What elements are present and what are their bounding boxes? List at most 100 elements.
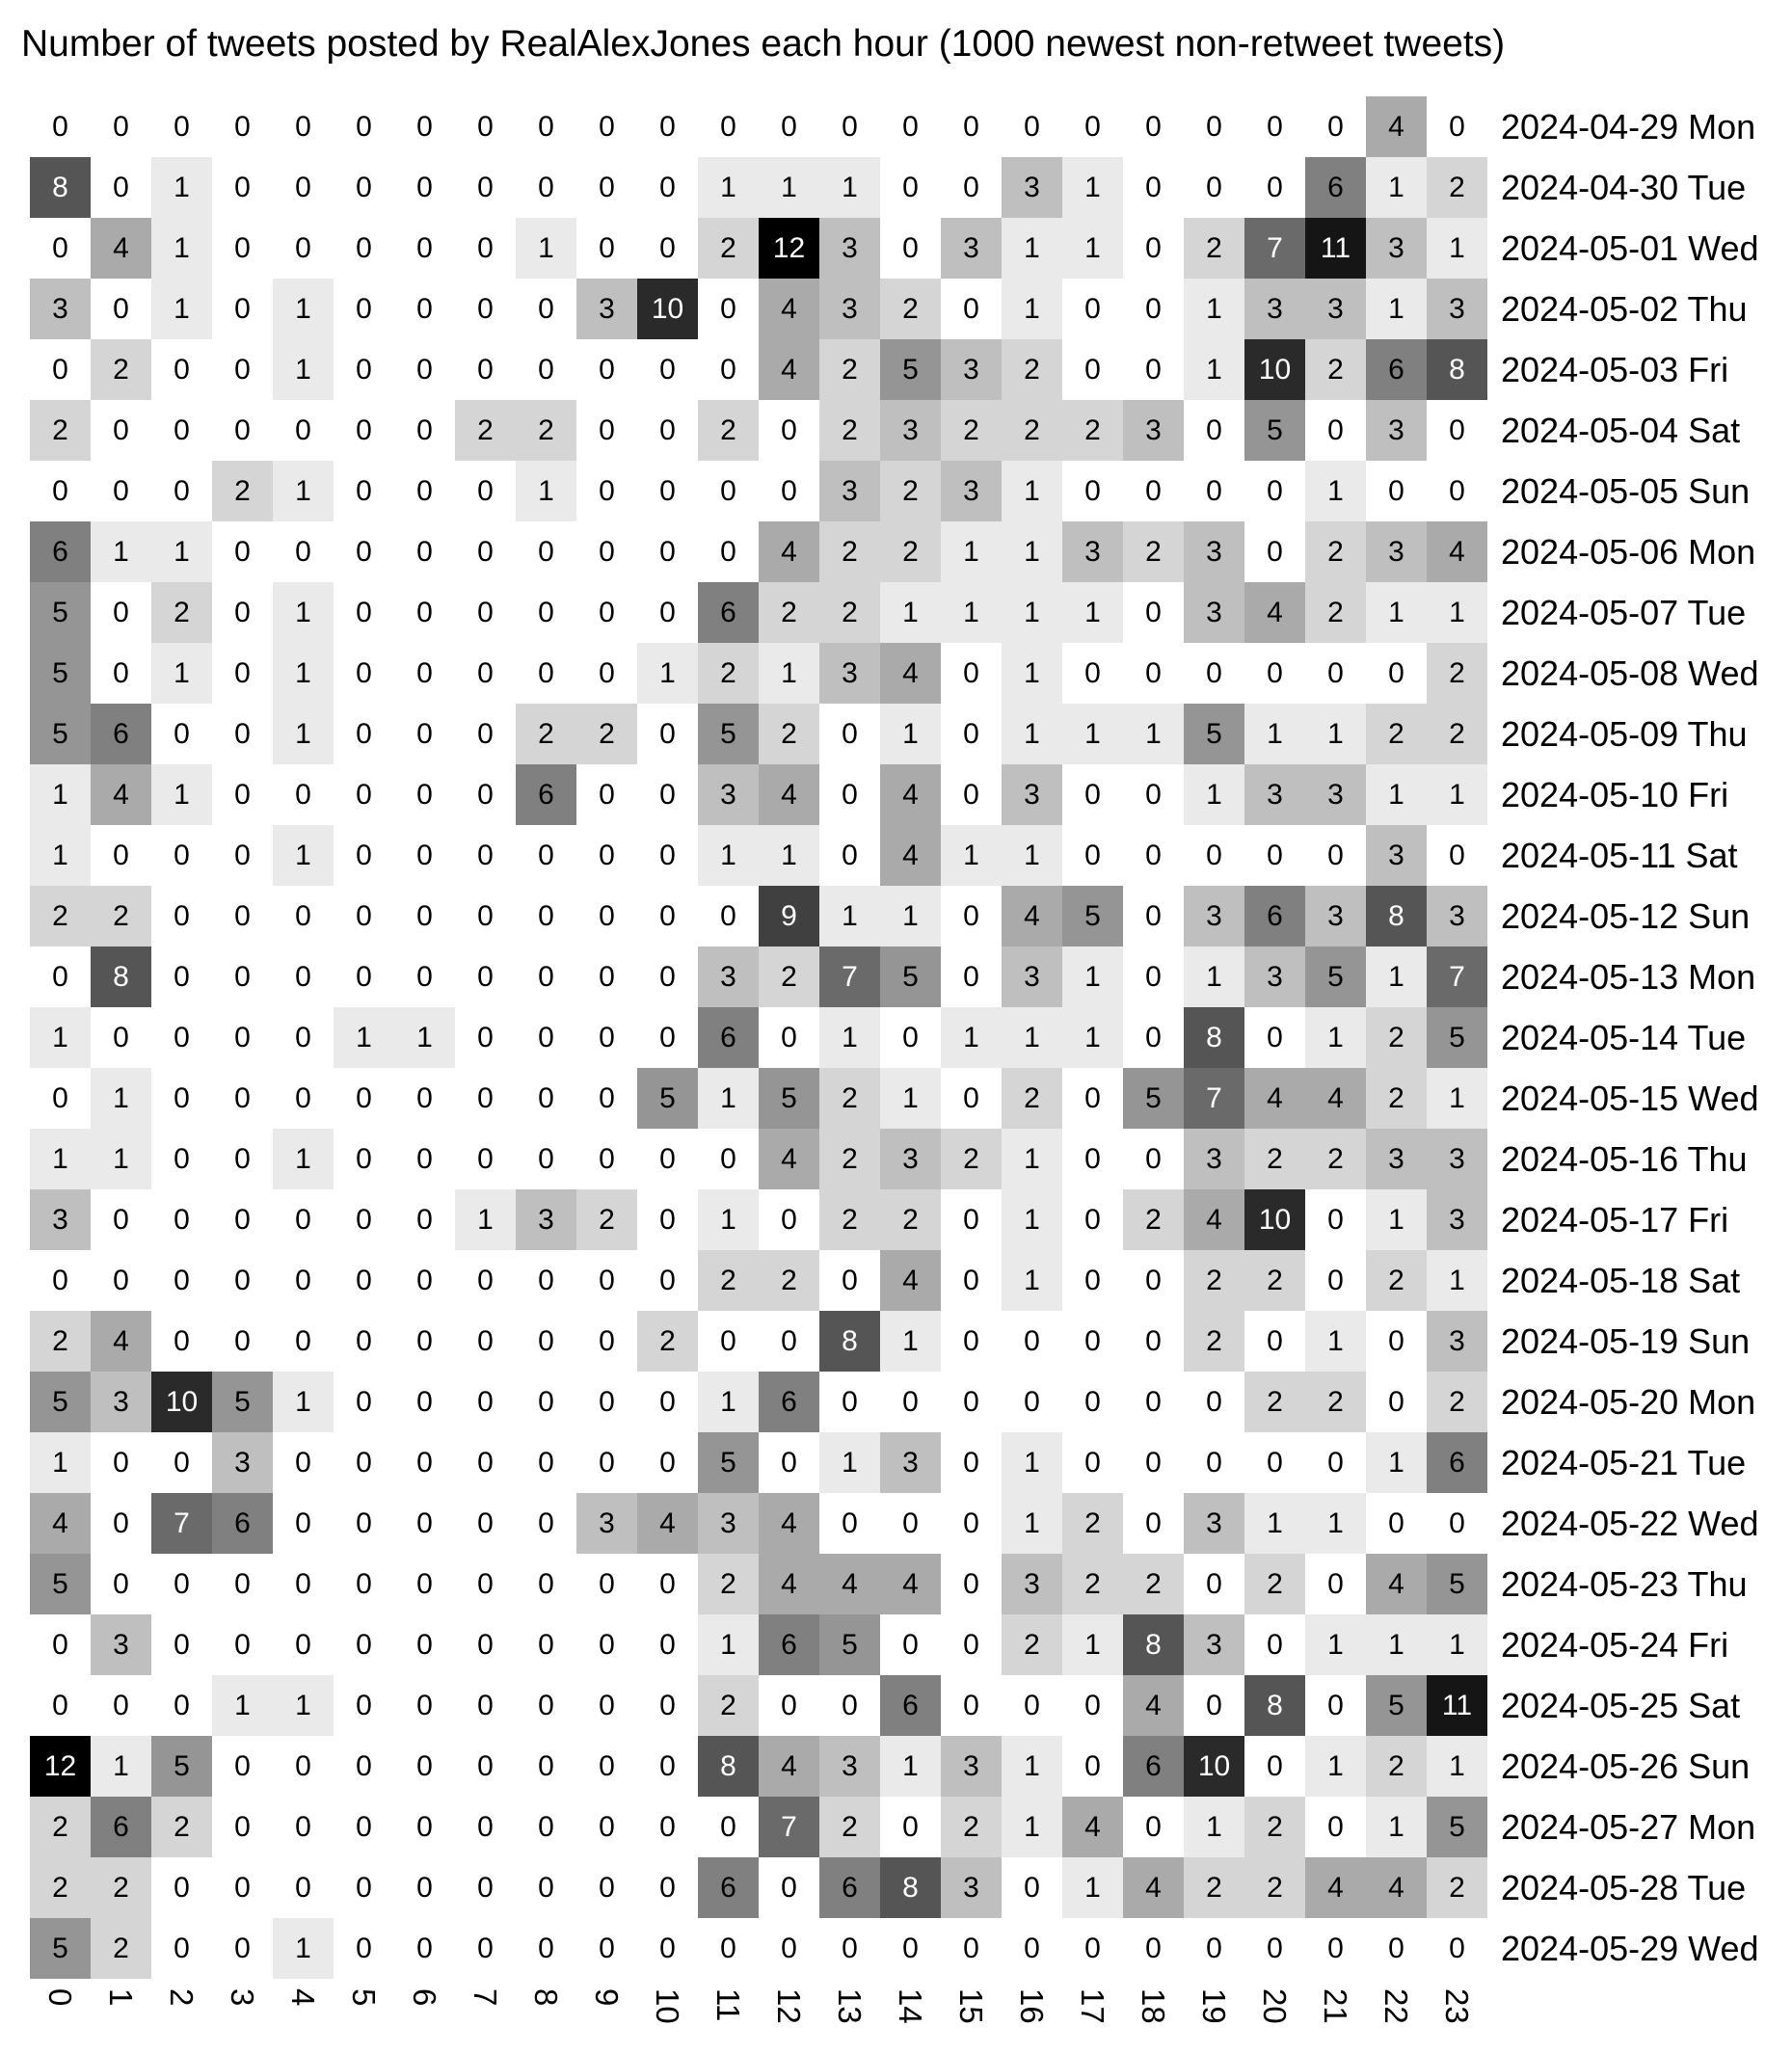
cell-value-label: 0 xyxy=(477,536,494,568)
heatmap-cell xyxy=(941,1007,1002,1068)
cell-value-label: 0 xyxy=(1327,1568,1344,1600)
cell-value-label: 0 xyxy=(842,840,858,871)
heatmap-cell xyxy=(273,1372,334,1432)
cell-value-label: 0 xyxy=(234,293,251,325)
heatmap-cell xyxy=(1184,96,1244,157)
heatmap-cell xyxy=(759,1250,819,1311)
cell-value-label: 2 xyxy=(1024,1082,1040,1114)
heatmap-cell xyxy=(941,1311,1002,1372)
heatmap-cell xyxy=(1305,339,1366,400)
heatmap-cell xyxy=(91,1007,151,1068)
column-label: 15 xyxy=(953,1988,989,2024)
cell-value-label: 0 xyxy=(963,961,979,993)
cell-value-label: 0 xyxy=(477,232,494,264)
heatmap-cell xyxy=(1123,947,1184,1007)
cell-value-label: 7 xyxy=(781,1811,797,1843)
cell-value-label: 5 xyxy=(1145,1082,1162,1114)
cell-value-label: 0 xyxy=(416,597,433,628)
cell-value-label: 3 xyxy=(902,414,919,446)
cell-value-label: 3 xyxy=(1449,1204,1465,1236)
cell-value-label: 0 xyxy=(781,1872,797,1904)
cell-value-label: 0 xyxy=(963,1507,979,1539)
heatmap-cell xyxy=(637,1554,698,1614)
cell-value-label: 2 xyxy=(234,475,251,507)
cell-value-label: 5 xyxy=(720,1447,736,1479)
cell-value-label: 0 xyxy=(538,1325,554,1357)
cell-value-label: 0 xyxy=(781,111,797,143)
cell-value-label: 2 xyxy=(1388,1022,1404,1053)
cell-value-label: 0 xyxy=(1145,1933,1162,1964)
heatmap-cell xyxy=(516,1372,576,1432)
heatmap-cell xyxy=(637,1614,698,1675)
heatmap-cell xyxy=(819,96,880,157)
heatmap-cell xyxy=(1366,1675,1427,1736)
heatmap-cell xyxy=(819,1857,880,1918)
column-label: 19 xyxy=(1196,1988,1232,2024)
cell-value-label: 0 xyxy=(234,111,251,143)
row-label: 2024-05-13 Mon xyxy=(1501,957,1755,997)
heatmap-cell xyxy=(1002,1068,1062,1129)
cell-value-label: 0 xyxy=(52,1082,68,1114)
cell-value-label: 1 xyxy=(1388,172,1404,203)
heatmap-cell xyxy=(91,1675,151,1736)
cell-value-label: 6 xyxy=(720,1022,736,1053)
heatmap-cell xyxy=(1366,886,1427,947)
heatmap-cell xyxy=(1062,1129,1123,1189)
heatmap-cell xyxy=(394,1007,455,1068)
cell-value-label: 4 xyxy=(1145,1872,1162,1904)
heatmap-cell xyxy=(1244,461,1305,521)
cell-value-label: 0 xyxy=(416,1629,433,1661)
heatmap-cell xyxy=(273,1493,334,1554)
row-label: 2024-05-12 Sun xyxy=(1501,896,1750,936)
heatmap-cell xyxy=(516,643,576,704)
heatmap-cell xyxy=(698,1432,759,1493)
heatmap-cell xyxy=(273,1857,334,1918)
cell-value-label: 0 xyxy=(234,232,251,264)
heatmap-cell xyxy=(516,582,576,643)
cell-value-label: 1 xyxy=(1024,536,1040,568)
heatmap-cell xyxy=(516,1614,576,1675)
heatmap-cell xyxy=(637,1007,698,1068)
heatmap-cell xyxy=(1184,947,1244,1007)
cell-value-label: 0 xyxy=(902,172,919,203)
cell-value-label: 0 xyxy=(1145,597,1162,628)
heatmap-cell xyxy=(273,400,334,461)
heatmap-cell xyxy=(1062,1189,1123,1250)
heatmap-cell xyxy=(819,1311,880,1372)
heatmap-cell xyxy=(151,461,212,521)
cell-value-label: 12 xyxy=(773,232,805,264)
cell-value-label: 1 xyxy=(295,718,311,750)
cell-value-label: 2 xyxy=(720,1690,736,1721)
cell-value-label: 2 xyxy=(477,414,494,446)
cell-value-label: 1 xyxy=(720,1386,736,1418)
cell-value-label: 0 xyxy=(659,900,676,932)
cell-value-label: 0 xyxy=(416,1690,433,1721)
cell-value-label: 5 xyxy=(52,597,68,628)
cell-value-label: 1 xyxy=(1206,779,1222,811)
heatmap-cell xyxy=(455,1372,516,1432)
heatmap-cell xyxy=(1062,643,1123,704)
heatmap-cell xyxy=(1305,1675,1366,1736)
cell-value-label: 0 xyxy=(1145,779,1162,811)
heatmap-cell xyxy=(698,1311,759,1372)
heatmap-cell xyxy=(394,886,455,947)
heatmap-cell xyxy=(91,643,151,704)
cell-value-label: 1 xyxy=(842,1022,858,1053)
cell-value-label: 0 xyxy=(416,900,433,932)
heatmap-cell xyxy=(1427,1250,1487,1311)
cell-value-label: 2 xyxy=(52,414,68,446)
row-label: 2024-05-01 Wed xyxy=(1501,228,1759,268)
heatmap-cell xyxy=(516,886,576,947)
cell-value-label: 0 xyxy=(113,111,129,143)
heatmap-cell xyxy=(91,157,151,218)
heatmap-cell xyxy=(1427,1736,1487,1797)
cell-value-label: 0 xyxy=(234,1629,251,1661)
cell-value-label: 1 xyxy=(1388,1629,1404,1661)
heatmap-cell xyxy=(759,947,819,1007)
heatmap-cell xyxy=(151,1554,212,1614)
heatmap-cell xyxy=(394,704,455,764)
heatmap-cell xyxy=(637,825,698,886)
column-label: 23 xyxy=(1439,1988,1475,2024)
cell-value-label: 0 xyxy=(295,961,311,993)
heatmap-cell xyxy=(1002,1189,1062,1250)
